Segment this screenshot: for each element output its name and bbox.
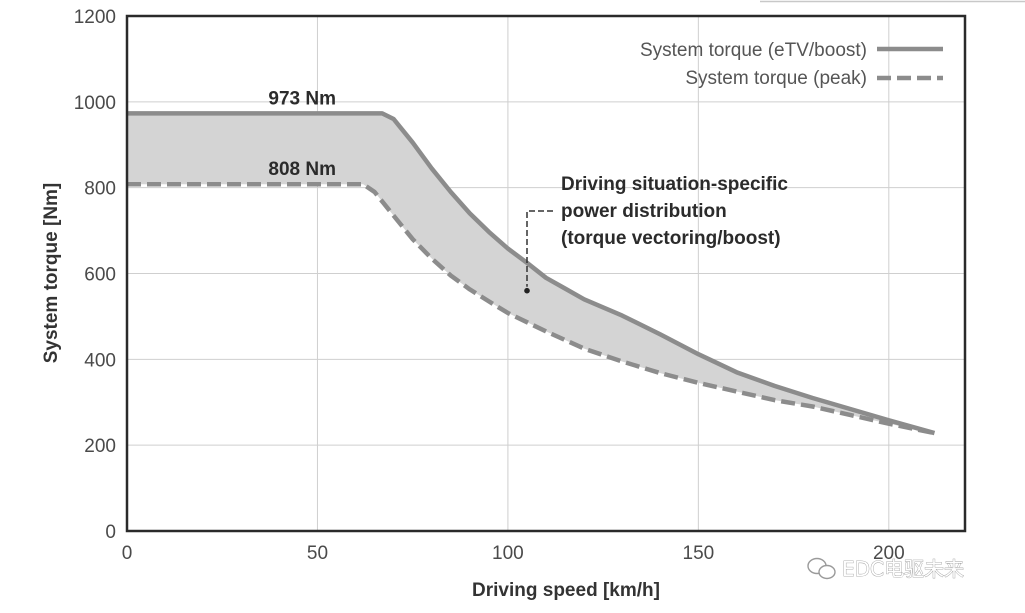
- y-axis-title: System torque [Nm]: [41, 183, 62, 364]
- series-line-peak: [127, 181, 935, 436]
- y-tick-label-800: 800: [84, 179, 116, 200]
- torque-band-area: [127, 113, 935, 434]
- x-tick-label-200: 200: [873, 543, 905, 564]
- annotation-line-3: (torque vectoring/boost): [561, 228, 781, 249]
- y-tick-label-1200: 1200: [74, 7, 116, 28]
- axis-ticks: 0 50 100 150 200 0 200 400 600 800 1000 1200: [74, 7, 905, 564]
- y-tick-label-200: 200: [84, 436, 116, 457]
- annotation-line-1: Driving situation-specific: [561, 174, 788, 195]
- wechat-icon: [807, 557, 836, 580]
- y-tick-label-1000: 1000: [74, 93, 116, 114]
- x-tick-label-150: 150: [683, 543, 715, 564]
- legend-label-etv-boost: System torque (eTV/boost): [640, 40, 867, 61]
- x-tick-label-100: 100: [492, 543, 524, 564]
- y-tick-label-400: 400: [84, 350, 116, 371]
- series-line-etv-boost: [127, 111, 936, 436]
- y-tick-label-600: 600: [84, 265, 116, 286]
- annotation-target-dot: [524, 287, 530, 294]
- y-tick-label-0: 0: [105, 522, 116, 543]
- x-axis-title: Driving speed [km/h]: [472, 580, 660, 601]
- x-tick-label-50: 50: [307, 543, 328, 564]
- annotation-line-2: power distribution: [561, 201, 727, 222]
- legend-label-peak: System torque (peak): [685, 68, 867, 89]
- plot-frame: [125, 14, 967, 533]
- series-layer: [127, 111, 936, 436]
- annotation-808-nm: 808 Nm: [268, 159, 336, 180]
- watermark: EDC电驱未来: [807, 557, 964, 581]
- x-tick-label-0: 0: [122, 543, 133, 564]
- annotations: 973 Nm 808 Nm Driving situation-specific…: [268, 88, 788, 294]
- watermark-text: EDC电驱未来: [842, 557, 964, 581]
- annotation-973-nm: 973 Nm: [268, 88, 336, 109]
- legend: System torque (eTV/boost) System torque …: [640, 40, 943, 89]
- annotation-leader-line: [526, 210, 553, 287]
